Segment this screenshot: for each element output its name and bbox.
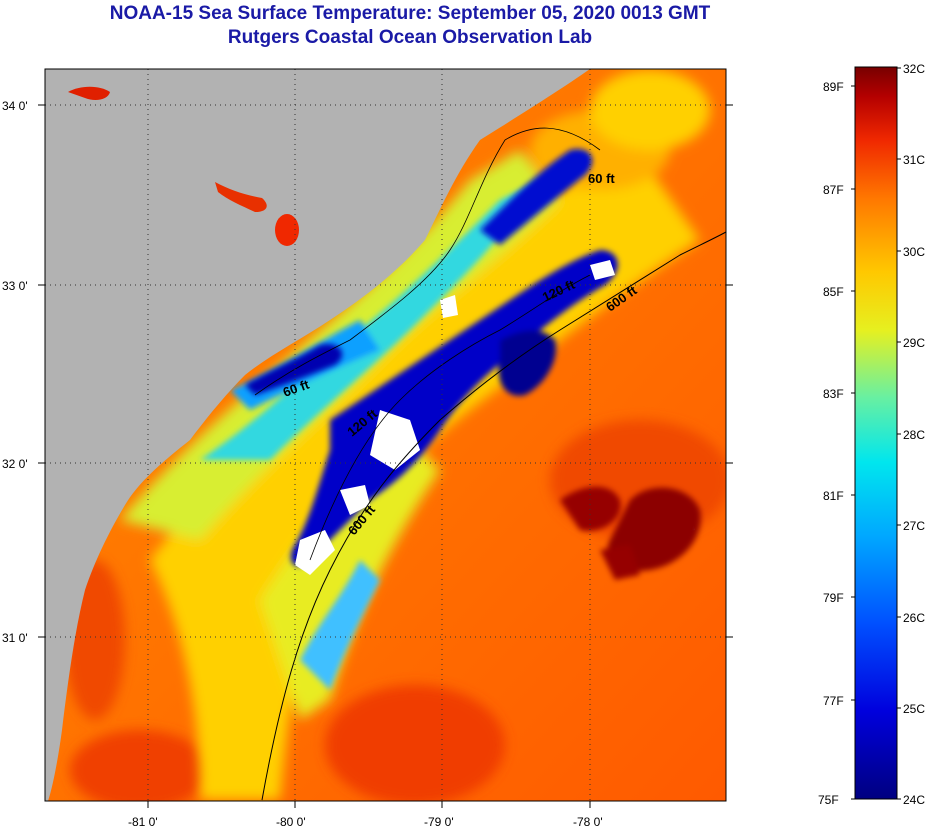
celsius-label: 28C	[903, 428, 926, 442]
hot-patches	[560, 486, 701, 580]
celsius-label: 25C	[903, 702, 926, 716]
contour-label: 60 ft	[588, 171, 615, 186]
celsius-label: 29C	[903, 336, 926, 350]
fahrenheit-label: 77F	[823, 694, 844, 708]
axis-ticks	[38, 104, 733, 808]
contour-600ft	[261, 231, 726, 801]
celsius-label: 31C	[903, 153, 926, 167]
contour-120ft	[309, 274, 591, 561]
graticule	[45, 69, 726, 801]
lon-tick-label: -81 0'	[128, 815, 158, 829]
fahrenheit-label: 87F	[823, 183, 844, 197]
fahrenheit-label: 75F	[818, 793, 839, 807]
fahrenheit-label: 79F	[823, 591, 844, 605]
fahrenheit-label: 81F	[823, 489, 844, 503]
celsius-label: 27C	[903, 519, 926, 533]
map-subtitle: Rutgers Coastal Ocean Observation Lab	[227, 27, 593, 48]
fahrenheit-label: 83F	[823, 387, 844, 401]
celsius-label: 30C	[903, 245, 926, 259]
lon-tick-label: -80 0'	[276, 815, 306, 829]
map-frame: 60 ft 120 ft 600 ft 60 ft 120 ft 600 ft	[45, 69, 726, 801]
color-scale-bar	[854, 66, 898, 800]
contour-60ft	[254, 127, 601, 396]
lon-tick-label: -78 0'	[573, 815, 603, 829]
lat-tick-label: 31 0'	[2, 631, 28, 645]
fahrenheit-label: 89F	[823, 80, 844, 94]
celsius-label: 24C	[903, 793, 926, 807]
land-area	[45, 69, 590, 801]
lat-tick-label: 33 0'	[2, 279, 28, 293]
lon-tick-label: -79 0'	[424, 815, 454, 829]
fahrenheit-label: 85F	[823, 285, 844, 299]
inland-lakes	[68, 86, 299, 246]
celsius-label: 26C	[903, 611, 926, 625]
celsius-label: 32C	[903, 62, 926, 76]
lat-tick-label: 32 0'	[2, 457, 28, 471]
colorbar-ticks	[851, 67, 901, 800]
lat-tick-label: 34 0'	[2, 99, 28, 113]
map-border	[44, 68, 727, 802]
map-title: NOAA-15 Sea Surface Temperature: Septemb…	[109, 3, 711, 24]
